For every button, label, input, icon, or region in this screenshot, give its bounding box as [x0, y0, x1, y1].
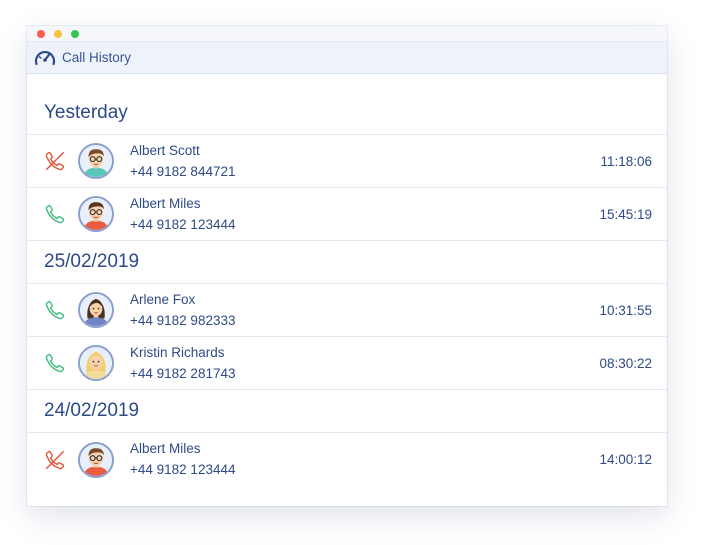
speedometer-icon	[33, 48, 57, 68]
contact-phone: +44 9182 281743	[130, 365, 236, 381]
call-time: 15:45:19	[599, 206, 652, 222]
close-window-button[interactable]	[37, 29, 45, 38]
maximize-window-button[interactable]	[71, 29, 79, 38]
call-time: 14:00:12	[599, 452, 652, 467]
contact-phone: +44 9182 123444	[130, 216, 236, 232]
contact-phone: +44 9182 982333	[130, 312, 236, 328]
contact-name: Kristin Richards	[130, 344, 225, 360]
call-history-list: Yesterday Albert Scott +44 9182 844721 1…	[27, 75, 667, 506]
group-header: Yesterday	[27, 75, 667, 135]
contact-phone: +44 9182 123444	[130, 462, 236, 477]
avatar	[78, 441, 114, 478]
call-row[interactable]: Albert Miles +44 9182 123444 14:00:12	[27, 433, 667, 486]
missed-call-icon	[44, 449, 78, 471]
phone-icon	[44, 352, 78, 374]
call-row[interactable]: Albert Scott +44 9182 844721 11:18:06	[27, 135, 667, 188]
call-time: 08:30:22	[599, 355, 652, 371]
contact-phone: +44 9182 844721	[130, 163, 236, 179]
call-row[interactable]: Kristin Richards +44 9182 281743 08:30:2…	[27, 337, 667, 390]
phone-icon	[44, 203, 78, 225]
phone-icon	[44, 299, 78, 321]
avatar	[78, 292, 114, 328]
window-titlebar	[27, 26, 667, 42]
call-time: 11:18:06	[600, 153, 652, 169]
page-title: Call History	[62, 50, 132, 65]
call-row[interactable]: Arlene Fox +44 9182 982333 10:31:55	[27, 284, 667, 337]
contact-name: Albert Miles	[130, 195, 201, 211]
avatar	[78, 345, 114, 381]
app-header: Call History	[27, 42, 667, 74]
contact-name: Arlene Fox	[130, 291, 196, 307]
call-row[interactable]: Albert Miles +44 9182 123444 15:45:19	[27, 188, 667, 241]
contact-name: Albert Scott	[130, 142, 200, 158]
avatar	[78, 196, 114, 232]
call-time: 10:31:55	[599, 302, 652, 318]
group-header: 24/02/2019	[27, 390, 667, 433]
avatar	[78, 143, 114, 179]
contact-name: Albert Miles	[130, 441, 201, 456]
app-window: Call History Yesterday Albert Scott +44 …	[27, 26, 667, 506]
group-header: 25/02/2019	[27, 241, 667, 284]
missed-call-icon	[44, 150, 78, 172]
minimize-window-button[interactable]	[54, 29, 62, 38]
